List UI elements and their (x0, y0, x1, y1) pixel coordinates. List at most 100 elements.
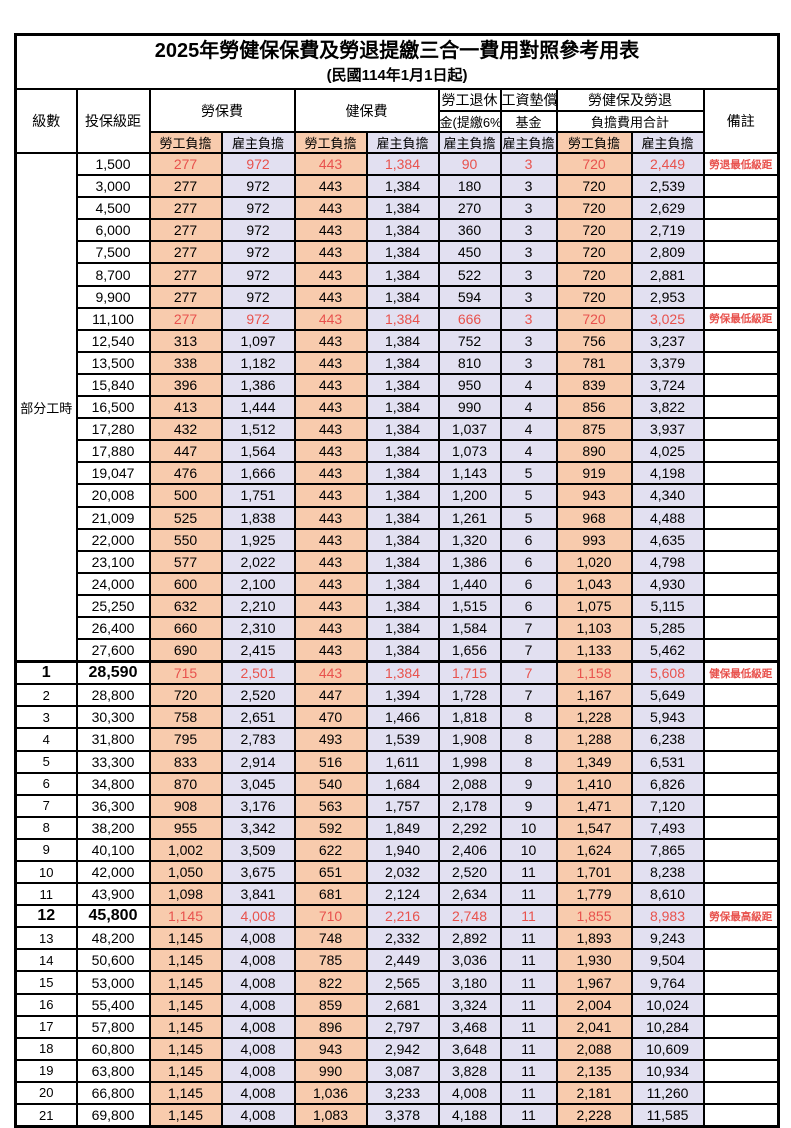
labor-employer-cell: 4,008 (220, 992, 296, 1017)
health-employee-cell: 443 (293, 593, 368, 618)
wage-fund-employer-cell: 11 (499, 882, 558, 907)
note-cell (702, 638, 780, 663)
health-employee-cell: 443 (293, 527, 368, 552)
total-employer-cell: 3,237 (630, 328, 705, 353)
note-cell (702, 948, 780, 973)
labor-employee-cell: 1,145 (148, 1080, 223, 1106)
total-employer-cell: 4,488 (630, 505, 705, 530)
note-cell (702, 262, 780, 287)
total-employer-cell: 4,930 (630, 571, 705, 596)
level-cell: 20 (14, 1080, 78, 1106)
total-employee-cell: 720 (555, 262, 633, 287)
health-employer-cell: 1,539 (365, 727, 440, 752)
wage-fund-employer-cell: 7 (499, 638, 558, 663)
col-header-total-line1: 勞健保及勞退 (555, 88, 705, 112)
health-employee-cell: 443 (293, 571, 368, 596)
total-employer-cell: 3,937 (630, 417, 705, 442)
note-cell (702, 926, 780, 951)
bracket-cell: 24,000 (75, 571, 151, 596)
total-employee-cell: 720 (555, 306, 633, 331)
level-cell: 7 (14, 793, 78, 818)
labor-employee-cell: 1,145 (148, 970, 223, 995)
table-row: 21,009 525 1,838 443 1,384 1,261 5 968 4,488 (16, 505, 780, 530)
pension-employer-cell: 3,180 (437, 970, 502, 995)
labor-employer-cell: 972 (220, 240, 296, 265)
pension-employer-cell: 1,320 (437, 527, 502, 552)
health-employer-cell: 1,849 (365, 815, 440, 840)
bracket-cell: 31,800 (75, 727, 151, 752)
health-employee-cell: 443 (293, 395, 368, 420)
total-employer-cell: 11,260 (630, 1080, 705, 1106)
health-employer-cell: 2,032 (365, 859, 440, 885)
total-employer-cell: 3,822 (630, 395, 705, 420)
wage-fund-employer-cell: 10 (499, 815, 558, 840)
labor-employee-cell: 1,145 (148, 904, 223, 929)
table-row: 7,500 277 972 443 1,384 450 3 720 2,809 (16, 240, 780, 265)
table-row: 17 57,800 1,145 4,008 896 2,797 3,468 11 2,041 10… (14, 1014, 780, 1039)
total-employee-cell: 968 (555, 505, 633, 530)
health-employee-cell: 443 (293, 350, 368, 375)
table-row: 22,000 550 1,925 443 1,384 1,320 6 993 4,635 (16, 527, 780, 552)
labor-employee-cell: 313 (148, 328, 223, 353)
total-employer-cell: 2,539 (630, 174, 705, 199)
bracket-cell: 15,840 (75, 372, 151, 398)
pension-employer-cell: 1,037 (437, 417, 502, 442)
note-cell (702, 372, 780, 398)
note-cell (702, 749, 780, 774)
health-employer-cell: 1,940 (365, 837, 440, 863)
note-cell: 勞保最高級距 (702, 904, 780, 929)
health-employee-cell: 622 (293, 837, 368, 863)
note-cell (702, 284, 780, 309)
health-employer-cell: 3,233 (365, 1080, 440, 1106)
total-employee-cell: 1,547 (555, 815, 633, 840)
level-cell: 10 (14, 859, 78, 885)
bracket-cell: 20,008 (75, 483, 151, 508)
total-employer-cell: 3,025 (630, 306, 705, 331)
wage-fund-employer-cell: 11 (499, 970, 558, 995)
level-cell: 3 (14, 705, 78, 730)
table-row: 4,500 277 972 443 1,384 270 3 720 2,629 (16, 196, 780, 221)
total-employer-cell: 2,449 (630, 151, 705, 177)
bracket-cell: 23,100 (75, 549, 151, 574)
total-employer-cell: 9,243 (630, 926, 705, 951)
total-employee-cell: 720 (555, 218, 633, 243)
total-employer-cell: 2,629 (630, 196, 705, 221)
labor-employer-cell: 4,008 (220, 1014, 296, 1039)
labor-employer-cell: 972 (220, 284, 296, 309)
total-employer-cell: 10,934 (630, 1058, 705, 1083)
labor-employee-cell: 277 (148, 262, 223, 287)
health-employee-cell: 443 (293, 549, 368, 574)
title-block: 2025年勞健保保費及勞退提繳三合一費用對照參考用表 (民國114年1月1日起) (14, 33, 780, 90)
health-employer-cell: 1,384 (365, 417, 440, 442)
table-row: 部分工時 1,500 277 972 443 1,384 90 3 720 2,449 勞退最低級距 (14, 151, 780, 663)
health-employer-cell: 2,565 (365, 970, 440, 995)
wage-fund-employer-cell: 6 (499, 571, 558, 596)
health-employer-cell: 1,384 (365, 593, 440, 618)
health-employer-cell: 1,384 (365, 549, 440, 574)
total-employee-cell: 2,088 (555, 1036, 633, 1061)
level-cell: 11 (14, 882, 78, 907)
subheader-health-employee: 勞工負擔 (293, 131, 368, 154)
wage-fund-employer-cell: 3 (499, 284, 558, 309)
wage-fund-employer-cell: 3 (499, 240, 558, 265)
level-cell: 17 (14, 1014, 78, 1039)
table-row: 19 63,800 1,145 4,008 990 3,087 3,828 11 2,135 10… (14, 1058, 780, 1083)
note-cell (702, 882, 780, 907)
health-employer-cell: 1,384 (365, 527, 440, 552)
health-employee-cell: 443 (293, 328, 368, 353)
labor-employer-cell: 4,008 (220, 1080, 296, 1106)
bracket-cell: 1,500 (75, 151, 151, 177)
health-employee-cell: 443 (293, 439, 368, 464)
pension-employer-cell: 450 (437, 240, 502, 265)
bracket-cell: 66,800 (75, 1080, 151, 1106)
labor-employee-cell: 550 (148, 527, 223, 552)
wage-fund-employer-cell: 9 (499, 793, 558, 818)
level-cell: 19 (14, 1058, 78, 1083)
total-employer-cell: 9,764 (630, 970, 705, 995)
pension-employer-cell: 2,292 (437, 815, 502, 840)
note-cell (702, 240, 780, 265)
wage-fund-employer-cell: 11 (499, 948, 558, 973)
labor-employer-cell: 1,444 (220, 395, 296, 420)
note-cell (702, 571, 780, 596)
pension-employer-cell: 1,656 (437, 638, 502, 663)
